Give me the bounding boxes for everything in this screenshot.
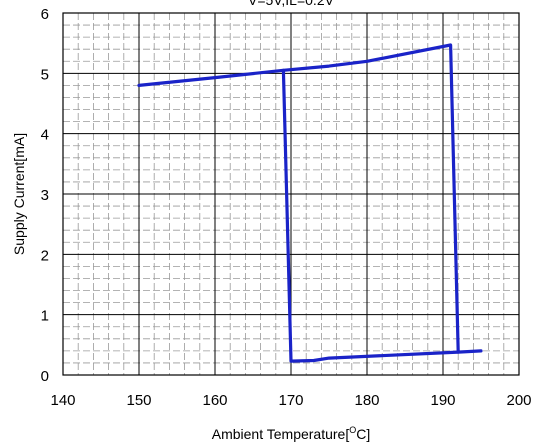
y-tick-label: 4: [41, 127, 49, 144]
y-tick-label: 3: [41, 187, 49, 204]
chart-title: V=5V,IL=0.2V: [248, 0, 335, 8]
series-line-2: [281, 68, 460, 363]
y-tick-label: 2: [41, 247, 49, 264]
x-tick-label: 170: [278, 392, 303, 409]
x-tick-label: 190: [430, 392, 455, 409]
x-tick-label: 200: [506, 392, 531, 409]
y-tick-label: 0: [41, 368, 49, 385]
x-axis-label: Ambient Temperature[OC]: [212, 425, 371, 442]
series-line-1: [137, 43, 483, 354]
y-axis-label: Supply Current[mA]: [11, 133, 27, 255]
series-layer: [137, 43, 483, 363]
x-tick-label: 150: [126, 392, 151, 409]
plot-frame: [62, 12, 520, 376]
y-tick-label: 6: [41, 6, 49, 23]
x-axis-label-degree: O: [349, 425, 356, 435]
x-tick-label: 140: [50, 392, 75, 409]
y-tick-label: 1: [41, 308, 49, 325]
y-tick-label: 5: [41, 66, 49, 83]
y-tick-labels: 0 1 2 3 4 5 6: [41, 6, 49, 385]
x-tick-label: 160: [202, 392, 227, 409]
x-tick-labels: 140 150 160 170 180 190 200: [50, 392, 531, 409]
x-tick-label: 180: [354, 392, 379, 409]
